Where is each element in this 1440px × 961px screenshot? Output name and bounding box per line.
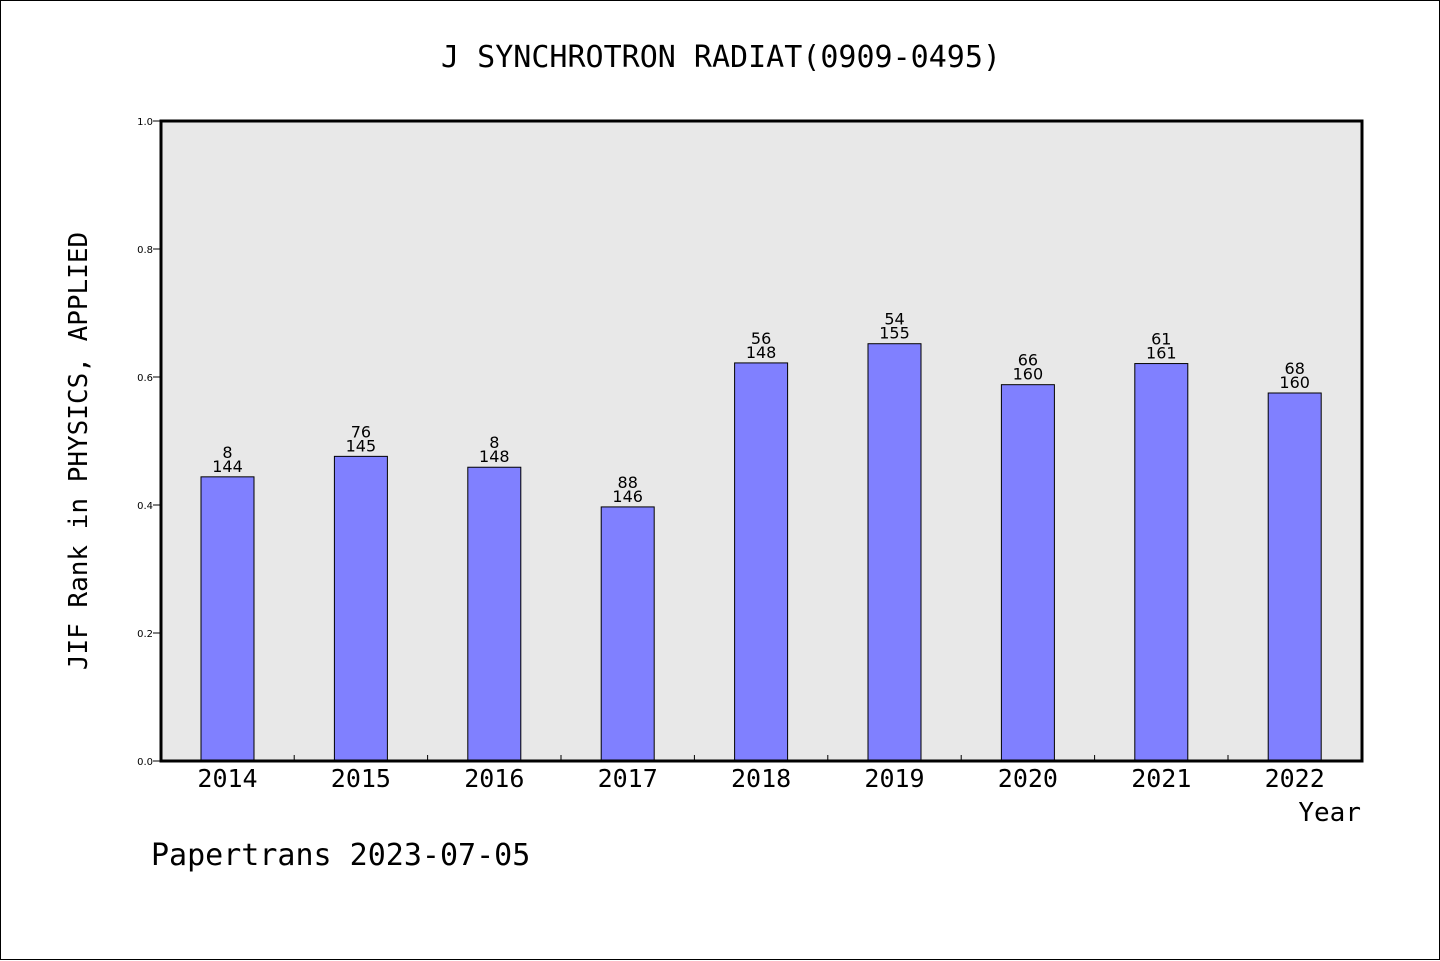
x-tick-label: 2021 — [1131, 764, 1191, 793]
rank-label: 76 — [351, 422, 371, 441]
x-tick-label: 2020 — [998, 764, 1058, 793]
bars-group — [200, 343, 1322, 762]
y-tick-label: 1.0 — [137, 117, 153, 128]
x-tick-label: 2016 — [464, 764, 524, 793]
total-label: 144 — [212, 457, 243, 476]
x-tick-label: 2019 — [864, 764, 924, 793]
total-label: 155 — [879, 324, 910, 343]
bar-2017 — [600, 506, 655, 762]
bar-2014 — [200, 476, 255, 762]
bar-2016 — [467, 466, 522, 762]
x-tick-label: 2018 — [731, 764, 791, 793]
y-tick-label: 0.6 — [137, 373, 153, 384]
x-axis: 2014 2015 2016 2017 2018 2019 2020 2021 2022 — [197, 755, 1325, 793]
rank-label: 54 — [884, 310, 904, 329]
y-tick-label: 0.8 — [137, 245, 153, 256]
bar-2022 — [1267, 392, 1322, 762]
y-tick-label: 0.2 — [137, 629, 153, 640]
rank-label: 68 — [1285, 359, 1305, 378]
rank-label: 56 — [751, 329, 771, 348]
total-label: 145 — [346, 436, 377, 455]
total-label: 148 — [746, 343, 777, 362]
bar-2020 — [1000, 384, 1055, 762]
y-axis: 0.0 0.2 0.4 0.6 0.8 1.0 — [137, 117, 161, 768]
rank-label: 66 — [1018, 351, 1038, 370]
bar-2018 — [734, 362, 789, 762]
y-tick-label: 0.4 — [137, 501, 153, 512]
rank-label: 8 — [489, 433, 499, 452]
y-axis-label: JIF Rank in PHYSICS, APPLIED — [64, 232, 94, 670]
y-tick-label: 0.0 — [137, 757, 153, 768]
total-label: 161 — [1146, 344, 1177, 363]
x-tick-label: 2017 — [598, 764, 658, 793]
total-label: 146 — [612, 487, 643, 506]
x-tick-label: 2014 — [197, 764, 257, 793]
total-label: 160 — [1013, 365, 1044, 384]
bar-2021 — [1134, 363, 1189, 762]
rank-label: 8 — [222, 443, 232, 462]
x-axis-label: Year — [1298, 798, 1361, 828]
total-label: 160 — [1279, 373, 1310, 392]
plot-border — [159, 119, 1364, 763]
chart-title: J SYNCHROTRON RADIAT(0909-0495) — [441, 40, 1001, 75]
rank-label: 88 — [618, 473, 638, 492]
x-tick-label: 2022 — [1265, 764, 1325, 793]
watermark-text: Papertrans 2023-07-05 — [151, 838, 530, 873]
rank-label: 61 — [1151, 330, 1171, 349]
total-label: 148 — [479, 447, 510, 466]
bar-2019 — [867, 343, 922, 762]
bar-2015 — [333, 455, 388, 762]
x-tick-label: 2015 — [331, 764, 391, 793]
